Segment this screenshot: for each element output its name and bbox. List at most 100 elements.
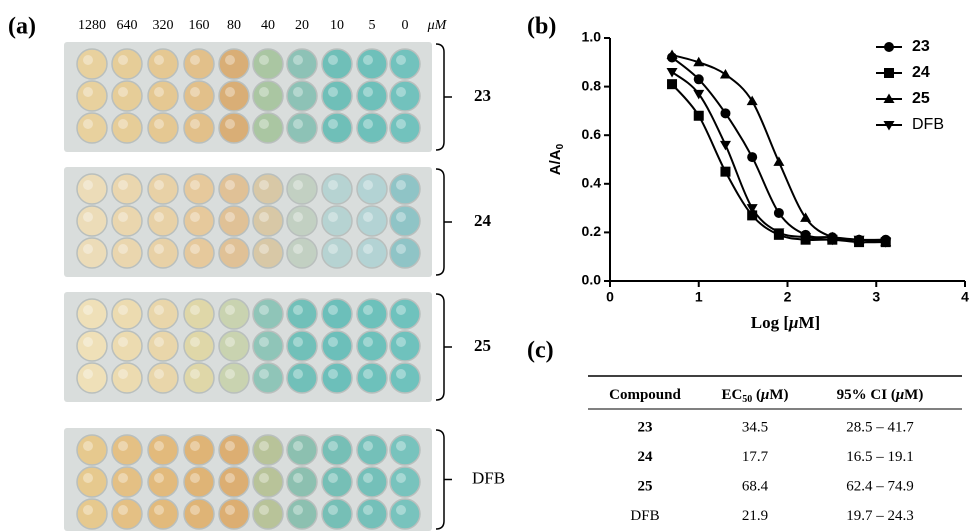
header-part: 50 [742, 394, 752, 405]
well-shine [259, 473, 269, 483]
well [218, 362, 250, 394]
well-shine [396, 87, 406, 97]
marker [773, 207, 784, 218]
well [286, 48, 318, 80]
well-shine [293, 55, 303, 65]
well-shine [363, 55, 373, 65]
marker [693, 110, 704, 121]
table-header: EC50 (μM) [721, 387, 788, 405]
well [147, 173, 179, 205]
well [389, 205, 421, 237]
well [147, 205, 179, 237]
well-shine [118, 337, 128, 347]
well [111, 498, 143, 530]
well-shine [118, 244, 128, 254]
well-shine [83, 244, 93, 254]
well [356, 434, 388, 466]
legend-label: 23 [912, 38, 930, 55]
y-tick-label: 0.0 [582, 272, 602, 288]
well-shine [154, 244, 164, 254]
marker [747, 210, 758, 221]
unit-label: μM [427, 18, 448, 33]
well [252, 112, 284, 144]
well-shine [225, 180, 235, 190]
well [356, 237, 388, 269]
well-shine [259, 119, 269, 129]
well [356, 112, 388, 144]
concentration-label: 20 [295, 18, 309, 33]
well-shine [363, 369, 373, 379]
header-part: ( [752, 387, 761, 403]
well-shine [259, 305, 269, 315]
well-shine [396, 119, 406, 129]
well-shine [225, 337, 235, 347]
well [286, 466, 318, 498]
header-part: μ [760, 387, 769, 403]
well-shine [154, 441, 164, 451]
well-shine [154, 305, 164, 315]
well [183, 48, 215, 80]
marker [666, 49, 678, 60]
well-shine [259, 212, 269, 222]
well [389, 298, 421, 330]
table-cell: 16.5 – 19.1 [846, 449, 914, 465]
well [218, 466, 250, 498]
well-shine [83, 87, 93, 97]
well-shine [190, 369, 200, 379]
plate-label: 23 [474, 86, 491, 105]
well-shine [328, 473, 338, 483]
concentration-label: 40 [261, 18, 275, 33]
well-shine [363, 212, 373, 222]
well [147, 80, 179, 112]
well-shine [118, 212, 128, 222]
x-tick-label: 3 [872, 289, 880, 305]
legend-label: DFB [912, 116, 944, 133]
well [252, 80, 284, 112]
concentration-label: 80 [227, 18, 241, 33]
panel-label: (c) [527, 338, 554, 364]
well [356, 173, 388, 205]
well [218, 80, 250, 112]
well [111, 173, 143, 205]
well [286, 112, 318, 144]
well-shine [190, 305, 200, 315]
well-shine [83, 473, 93, 483]
well [218, 205, 250, 237]
well [389, 362, 421, 394]
well [111, 112, 143, 144]
well-shine [83, 55, 93, 65]
concentration-label: 160 [189, 18, 210, 33]
well-shine [190, 87, 200, 97]
well [76, 80, 108, 112]
well-shine [396, 180, 406, 190]
marker [746, 204, 758, 214]
well-shine [190, 441, 200, 451]
well [321, 330, 353, 362]
well [389, 237, 421, 269]
table-cell: 24 [638, 449, 654, 465]
x-tick-label: 2 [784, 289, 792, 305]
well [76, 205, 108, 237]
well-shine [259, 87, 269, 97]
y-tick-label: 0.8 [582, 77, 602, 93]
bracket [435, 293, 452, 401]
marker [693, 74, 704, 85]
well-shine [118, 55, 128, 65]
well [76, 173, 108, 205]
well [76, 112, 108, 144]
well [321, 362, 353, 394]
well-shine [190, 55, 200, 65]
legend-label: 24 [912, 64, 930, 81]
well-shine [396, 441, 406, 451]
table-cell: 62.4 – 74.9 [846, 478, 914, 494]
well-shine [154, 180, 164, 190]
well [321, 112, 353, 144]
well-shine [154, 55, 164, 65]
well [76, 466, 108, 498]
well-shine [225, 473, 235, 483]
table-cell: 23 [638, 419, 653, 435]
x-label-part: M] [799, 313, 821, 332]
well [252, 205, 284, 237]
